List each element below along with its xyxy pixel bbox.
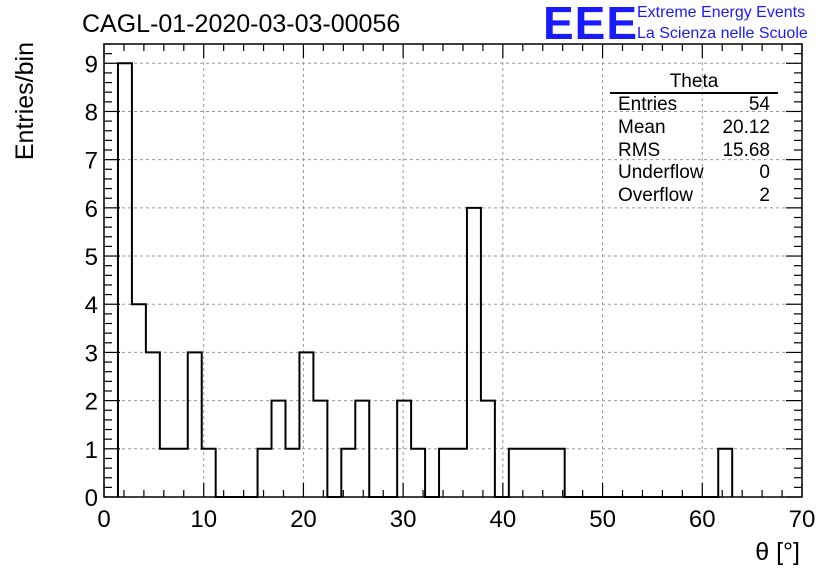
stats-row-rms: RMS 15.68: [610, 140, 778, 163]
x-tick-label: 70: [789, 506, 816, 533]
stats-value: 0: [759, 162, 770, 184]
plot-frame: [103, 43, 803, 498]
y-tick-label: 6: [85, 196, 98, 223]
stats-value: 2: [759, 185, 770, 207]
y-tick-label: 5: [85, 244, 98, 271]
stats-value: 54: [748, 94, 770, 115]
stats-value: 15.68: [722, 139, 770, 161]
y-tick-label: 8: [85, 99, 98, 126]
stats-row-mean: Mean 20.12: [610, 117, 778, 140]
stats-label: RMS: [618, 139, 661, 161]
stats-label: Entries: [618, 94, 678, 115]
stats-value: 20.12: [722, 116, 770, 138]
y-tick-label: 7: [85, 148, 98, 175]
stats-row-underflow: Underflow 0: [610, 162, 778, 185]
logo-tagline-2: La Scienza nelle Scuole: [637, 25, 808, 42]
eee-logo: EEE: [543, 0, 639, 49]
x-tick-label: 0: [97, 506, 110, 533]
stats-label: Mean: [618, 116, 666, 138]
y-tick-label: 9: [85, 51, 98, 78]
x-axis-label: θ [°]: [755, 538, 800, 566]
x-tick-label: 50: [589, 506, 616, 533]
stats-label: Overflow: [618, 185, 693, 207]
stats-label: Underflow: [618, 162, 704, 184]
y-tick-label: 1: [85, 437, 98, 464]
y-tick-label: 2: [85, 389, 98, 416]
logo-tagline-1: Extreme Energy Events: [637, 4, 806, 21]
stats-title: Theta: [610, 72, 778, 94]
y-tick-label: 0: [85, 485, 98, 512]
stats-row-entries: Entries 54: [610, 94, 778, 117]
chart-title: CAGL-01-2020-03-03-00056: [82, 10, 401, 38]
y-axis-label: Entries/bin: [11, 42, 39, 160]
x-tick-label: 10: [190, 506, 217, 533]
x-tick-label: 20: [290, 506, 317, 533]
stats-box: Theta Entries 54 Mean 20.12 RMS 15.68 Un…: [610, 72, 778, 208]
stats-row-overflow: Overflow 2: [610, 185, 778, 208]
y-tick-label: 3: [85, 340, 98, 367]
x-tick-label: 60: [689, 506, 716, 533]
y-tick-label: 4: [85, 292, 98, 319]
x-tick-label: 30: [390, 506, 417, 533]
x-tick-label: 40: [490, 506, 517, 533]
